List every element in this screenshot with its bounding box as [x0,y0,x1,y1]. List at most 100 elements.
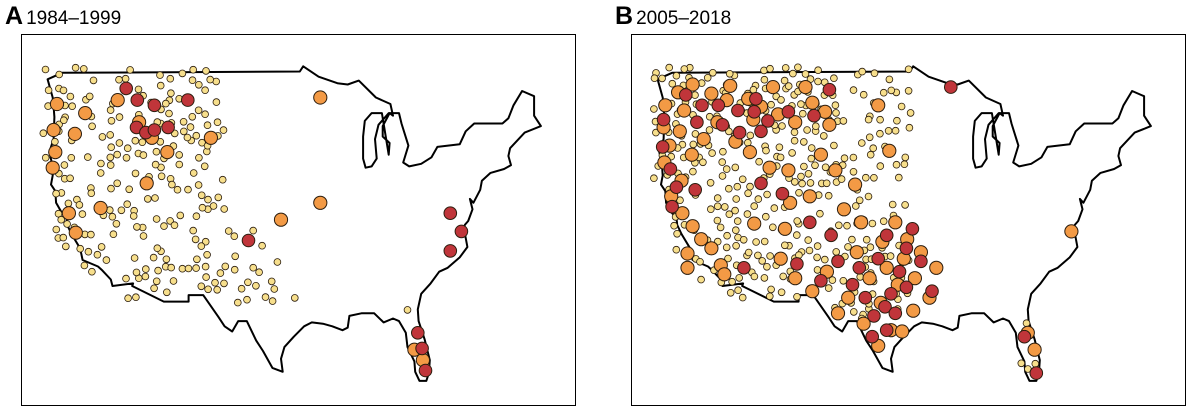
site-marker-large [656,112,671,127]
site-marker-small [738,293,747,302]
site-marker-small [113,179,121,188]
site-marker-small [680,65,689,73]
site-marker-small [901,153,910,162]
site-marker-small [754,251,762,260]
site-marker-small [170,221,179,230]
site-marker-medium [68,225,83,240]
site-marker-small [650,174,658,183]
site-marker-small [84,153,92,161]
site-marker-large [925,284,939,299]
site-marker-large [443,244,458,258]
site-marker-small [879,88,888,97]
site-marker-small [85,92,94,101]
site-marker-small [131,136,140,145]
map-frame [631,34,1186,406]
site-marker-small [115,75,123,84]
site-marker-large [865,329,879,344]
site-marker-small [154,266,162,275]
site-marker-small [901,201,909,209]
site-marker-small [703,73,712,82]
site-marker-medium [788,115,803,130]
site-marker-small [115,139,124,147]
site-marker-medium [61,206,77,221]
site-marker-small [258,241,266,250]
site-marker-small [697,275,705,284]
site-marker-large [858,290,873,305]
site-marker-small [722,165,731,173]
site-marker-small [840,154,849,162]
site-marker-small [862,173,870,182]
site-marker-small [812,122,820,130]
site-marker-medium [813,147,828,162]
site-marker-medium [798,80,813,95]
panel-b: B 2005–2018 [615,0,1195,412]
site-marker-large [824,228,838,243]
site-marker-small [816,209,824,218]
site-marker-small [743,210,752,218]
site-marker-large [663,162,678,176]
site-marker-small [192,131,201,140]
site-marker-small [88,122,96,131]
site-marker-small [132,268,141,277]
site-marker-small [821,163,830,172]
site-marker-small [107,143,115,151]
site-marker-small [87,230,95,239]
site-marker-medium [46,122,61,138]
site-marker-medium [675,206,690,221]
site-marker-medium [677,103,692,118]
site-marker-large [914,254,928,269]
site-marker-medium [828,163,843,178]
site-marker-large [711,98,726,113]
site-marker-small [183,133,192,142]
site-marker-small [778,122,786,130]
site-marker-medium [783,195,798,210]
site-marker-small [200,162,209,171]
site-marker-medium [895,324,910,339]
site-marker-small [230,232,239,241]
site-marker-medium [704,86,719,101]
site-marker-small [744,189,752,198]
site-marker-medium [49,96,65,112]
site-marker-small [893,116,901,125]
site-marker-small [793,217,802,225]
site-marker-small [865,133,874,142]
site-marker-medium [203,130,218,145]
site-marker-small [793,292,801,301]
site-marker-small [113,150,121,159]
site-marker-small [746,131,755,140]
site-marker-small [800,138,808,146]
site-marker-small [779,272,788,281]
site-marker-small [184,264,193,273]
site-marker-small [770,204,779,212]
site-marker-medium [685,77,700,92]
site-marker-small [705,126,714,134]
site-marker-small [788,149,796,157]
site-marker-small [803,126,811,134]
site-marker-large [119,81,133,96]
site-marker-small [732,226,740,235]
site-marker-small [870,69,879,77]
site-marker-medium [907,271,922,286]
site-marker-small [201,237,210,246]
site-marker-small [777,288,786,297]
site-marker-medium [788,271,803,286]
site-marker-small [152,277,161,286]
site-marker-small [249,263,258,272]
site-marker-small [722,243,731,252]
site-marker-small [824,284,833,292]
site-marker-medium [929,260,944,275]
site-marker-large [411,326,425,340]
site-marker-small [724,254,732,263]
site-marker-small [879,217,888,226]
site-marker-large [781,105,796,119]
site-marker-small [189,169,198,177]
site-marker-small [167,263,176,272]
site-marker-large [130,93,145,107]
site-marker-small [718,158,726,166]
site-marker-small [204,285,212,294]
site-marker-small [124,294,132,303]
site-marker-small [126,66,134,74]
site-marker-small [213,286,222,294]
panel-letter: A [5,2,24,30]
site-marker-medium [658,98,673,113]
